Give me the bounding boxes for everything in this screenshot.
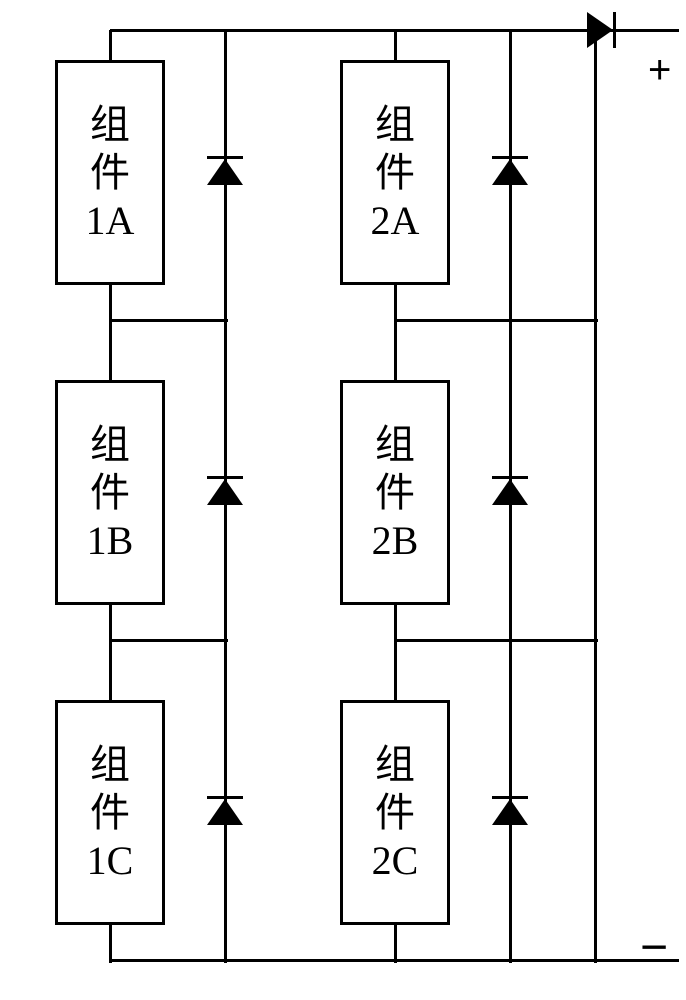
diode-2B-bar-icon [492,476,528,479]
block-1A-line3: 1A [86,197,135,245]
wire-bottom-bus [110,959,598,962]
block-1B-line3: 1B [87,517,134,565]
wire-top-bus [110,29,663,32]
diode-2B-triangle-icon [492,479,528,505]
diode-output-triangle-icon [587,12,613,48]
block-2C-line2: 件 [375,789,415,837]
wire-2B-2C [394,605,397,703]
wire-top-to-2A [394,30,397,63]
block-1C-line1: 组 [90,741,130,789]
diode-1B-triangle-icon [207,479,243,505]
block-2B: 组件2B [340,380,450,605]
wire-top-to-1A [109,30,112,63]
block-1B-line1: 组 [90,421,130,469]
block-2B-line1: 组 [375,421,415,469]
wire-1B-1C [109,605,112,703]
block-2C-line1: 组 [375,741,415,789]
wire-right-bus [594,30,597,963]
wire-2A-2B [394,285,397,383]
diode-2A-triangle-icon [492,159,528,185]
block-2A-line2: 件 [375,149,415,197]
block-2A: 组件2A [340,60,450,285]
block-2C: 组件2C [340,700,450,925]
diode-1C-bar-icon [207,796,243,799]
wire-tap-2BC-right [510,639,598,642]
block-2B-line2: 件 [375,469,415,517]
block-1B: 组件1B [55,380,165,605]
wire-output [616,29,679,32]
block-1C-line2: 件 [90,789,130,837]
block-2B-line3: 2B [372,517,419,565]
diode-1A-bar-icon [207,156,243,159]
wire-tap-2AB-right [510,319,598,322]
diode-1C-triangle-icon [207,799,243,825]
block-2A-line3: 2A [371,197,420,245]
wire-tap-1AB [110,319,228,322]
block-1A-line1: 组 [90,101,130,149]
diode-2A-bar-icon [492,156,528,159]
wire-tap-1BC [110,639,228,642]
block-2A-line1: 组 [375,101,415,149]
block-1C: 组件1C [55,700,165,925]
wire-tap-2AB [395,319,513,322]
diode-1B-bar-icon [207,476,243,479]
terminal-plus: + [648,48,671,93]
diode-2C-bar-icon [492,796,528,799]
wire-1A-1B [109,285,112,383]
wire-tap-2BC [395,639,513,642]
block-1B-line2: 件 [90,469,130,517]
diode-1A-triangle-icon [207,159,243,185]
block-1A: 组件1A [55,60,165,285]
block-1C-line3: 1C [87,837,134,885]
wire-1C-to-bottom [109,925,112,963]
terminal-minus: − [640,920,668,975]
wire-2C-to-bottom [394,925,397,963]
block-1A-line2: 件 [90,149,130,197]
diode-2C-triangle-icon [492,799,528,825]
block-2C-line3: 2C [372,837,419,885]
